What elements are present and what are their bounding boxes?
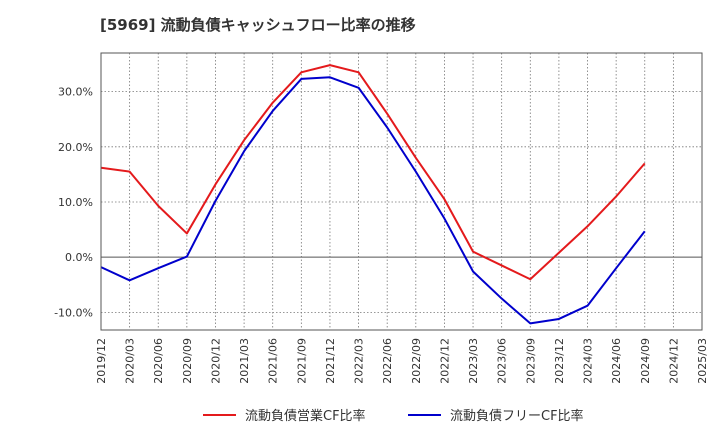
x-tick-label: 2024/09 (639, 338, 652, 384)
x-tick-label: 2022/12 (438, 338, 451, 384)
y-tick-label: 20.0% (58, 141, 93, 154)
legend-label-2: 流動負債フリーCF比率 (450, 408, 584, 424)
chart-title: [5969] 流動負債キャッシュフロー比率の推移 (100, 16, 416, 34)
grid-layer (100, 53, 703, 330)
x-tick-label: 2021/12 (324, 338, 337, 384)
y-tick-label: -10.0% (54, 306, 93, 319)
x-tick-label: 2023/12 (553, 338, 566, 384)
x-tick-label: 2021/03 (238, 338, 251, 384)
x-tick-label: 2021/09 (295, 338, 308, 384)
x-tick-label: 2022/06 (381, 338, 394, 384)
x-tick-label: 2023/03 (467, 338, 480, 384)
x-tick-label: 2020/06 (152, 338, 165, 384)
x-tick-label: 2023/09 (524, 338, 537, 384)
series-line-2 (100, 76, 646, 325)
series-line-1 (100, 64, 646, 281)
x-tick-label: 2020/09 (181, 338, 194, 384)
x-tick-label: 2019/12 (95, 338, 108, 384)
x-tick-label: 2023/06 (496, 338, 509, 384)
y-tick-label: 10.0% (58, 196, 93, 209)
x-tick-label: 2024/03 (582, 338, 595, 384)
legend: 流動負債営業CF比率 流動負債フリーCF比率 (203, 408, 584, 424)
x-tick-label: 2022/09 (410, 338, 423, 384)
series-layer (100, 64, 646, 325)
x-tick-label: 2025/03 (696, 338, 709, 384)
x-tick-label: 2021/06 (267, 338, 280, 384)
x-tick-label: 2022/03 (353, 338, 366, 384)
legend-label-1: 流動負債営業CF比率 (245, 408, 366, 424)
x-tick-label: 2020/03 (124, 338, 137, 384)
plot-frame (100, 52, 703, 331)
x-tick-label: 2020/12 (209, 338, 222, 384)
y-tick-label: 0.0% (65, 251, 93, 264)
axes-layer: -10.0% 0.0% 10.0% 20.0% 30.0% 2019/12 2020/03 2… (54, 52, 709, 384)
y-tick-label: 30.0% (58, 86, 93, 99)
x-tick-label: 2024/12 (667, 338, 680, 384)
x-tick-label: 2024/06 (610, 338, 623, 384)
